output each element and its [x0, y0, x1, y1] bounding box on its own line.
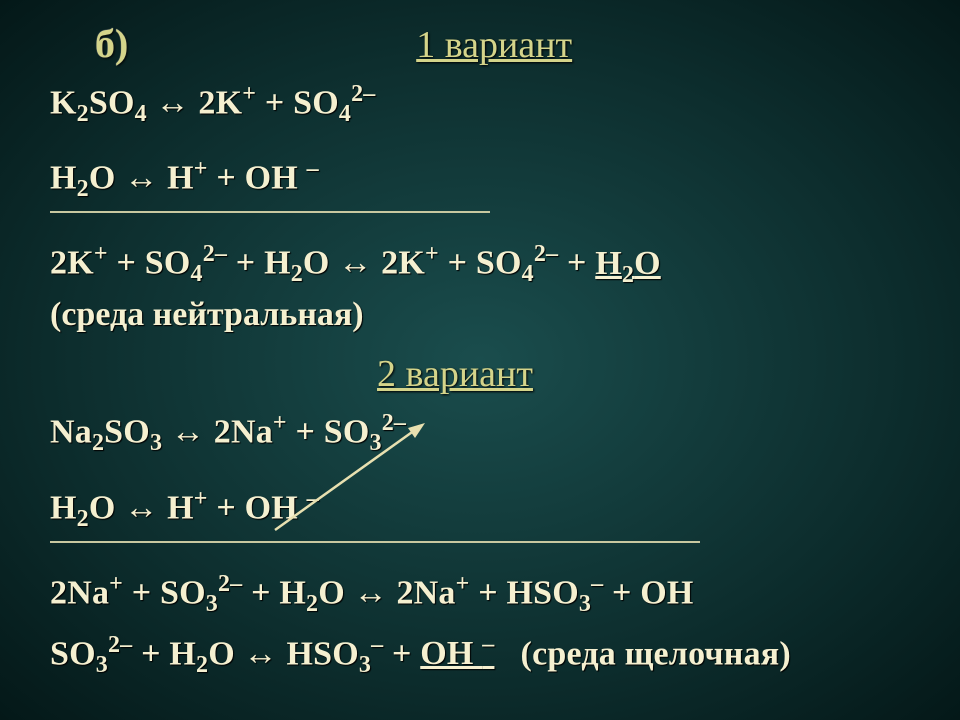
chemistry-slide: б) 1 вариант K2SO4 ↔ 2K+ + SO42– H2O ↔ H…: [0, 0, 960, 720]
v2-eq1: Na2SO3 ↔ 2Na+ + SO32–: [50, 410, 920, 457]
v2-eq3: 2Na+ + SO32– + H2O ↔ 2Na+ + HSO3– + OH: [50, 571, 920, 618]
variant1-title: 1 вариант: [416, 23, 572, 67]
v2-eq2: H2O ↔ H+ + OH –: [50, 486, 700, 543]
v1-note: (среда нейтральная): [50, 296, 920, 334]
v1-eq3: 2K+ + SO42– + H2O ↔ 2K+ + SO42– + H2O: [50, 241, 920, 288]
v1-eq2: H2O ↔ H+ + OH –: [50, 156, 490, 213]
header-row: б) 1 вариант: [50, 20, 920, 67]
v1-eq1: K2SO4 ↔ 2K+ + SO42–: [50, 81, 920, 128]
variant2-title: 2 вариант: [20, 352, 890, 396]
section-label: б): [95, 20, 128, 67]
v2-eq4: SO32– + H2O ↔ HSO3– + OH – (среда щелочн…: [50, 632, 920, 679]
